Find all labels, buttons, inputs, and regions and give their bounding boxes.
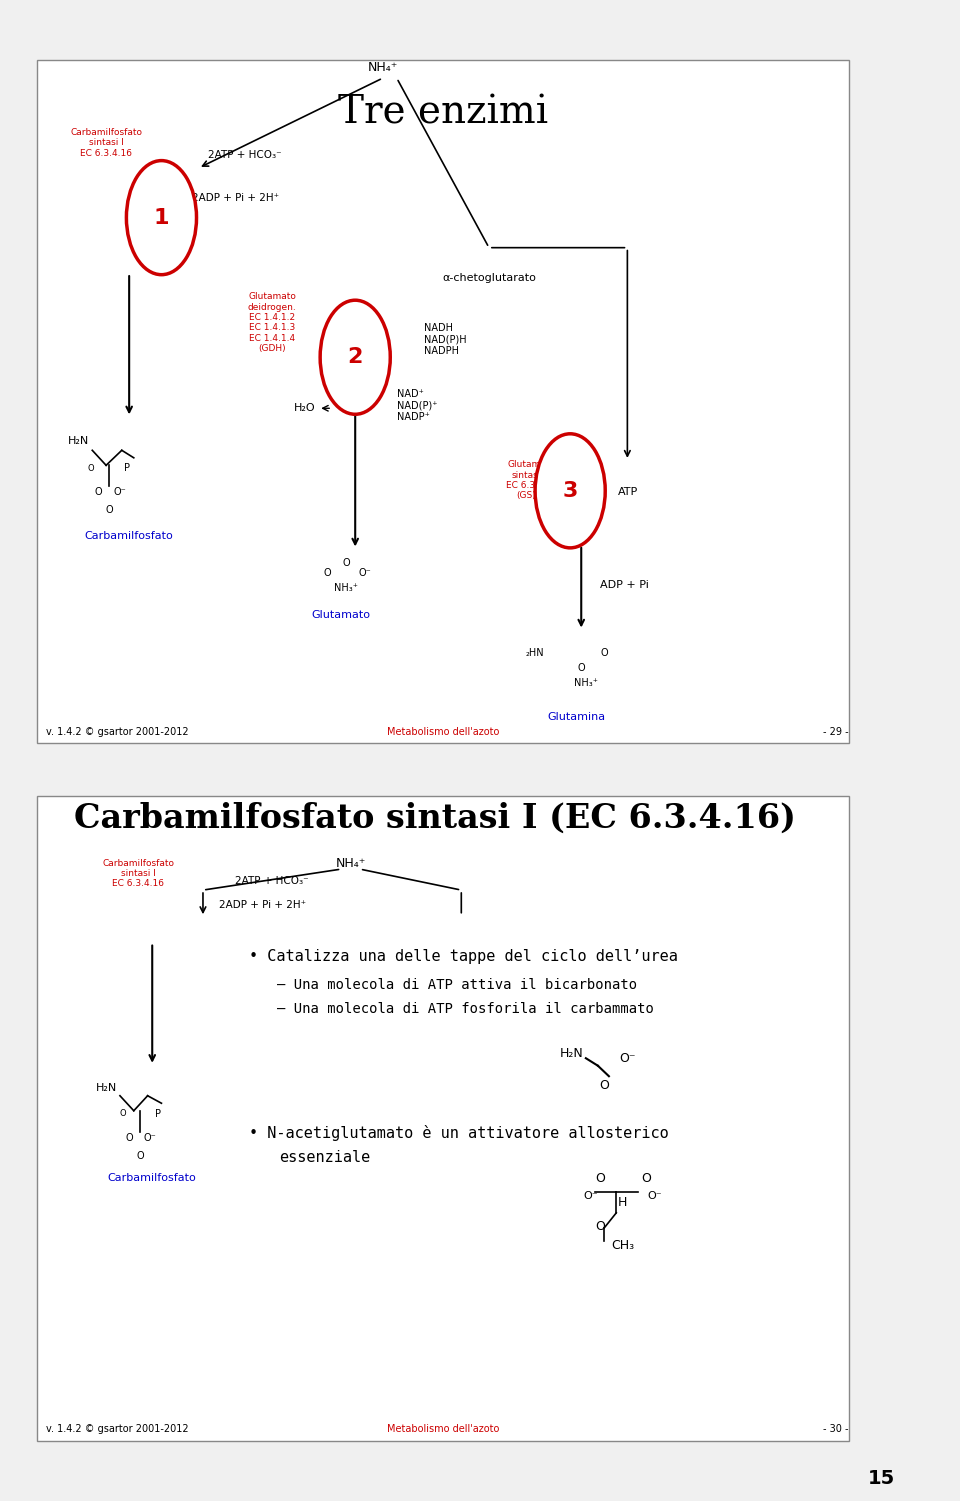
Text: O: O bbox=[342, 558, 349, 567]
Text: H: H bbox=[618, 1196, 628, 1208]
Text: O⁻: O⁻ bbox=[583, 1192, 598, 1201]
Text: O: O bbox=[595, 1220, 605, 1232]
Text: Tre enzimi: Tre enzimi bbox=[338, 95, 548, 131]
Text: 2ATP + HCO₃⁻: 2ATP + HCO₃⁻ bbox=[235, 877, 309, 886]
Text: O: O bbox=[95, 488, 103, 497]
Text: essenziale: essenziale bbox=[278, 1150, 370, 1165]
Text: Metabolismo dell'azoto: Metabolismo dell'azoto bbox=[387, 1424, 499, 1433]
Text: O: O bbox=[136, 1151, 144, 1160]
Text: 2ADP + Pi + 2H⁺: 2ADP + Pi + 2H⁺ bbox=[192, 194, 278, 203]
Text: O⁻: O⁻ bbox=[358, 569, 371, 578]
Text: P: P bbox=[124, 464, 131, 473]
Text: Metabolismo dell'azoto: Metabolismo dell'azoto bbox=[387, 728, 499, 737]
Text: O: O bbox=[119, 1109, 126, 1118]
Text: - 30 -: - 30 - bbox=[824, 1424, 849, 1433]
Circle shape bbox=[535, 434, 605, 548]
Text: Carbamilfosfato: Carbamilfosfato bbox=[84, 531, 174, 540]
Text: v. 1.4.2 © gsartor 2001-2012: v. 1.4.2 © gsartor 2001-2012 bbox=[46, 728, 189, 737]
Text: Glutamato
deidrogen.
EC 1.4.1.2
EC 1.4.1.3
EC 1.4.1.4
(GDH): Glutamato deidrogen. EC 1.4.1.2 EC 1.4.1… bbox=[248, 293, 297, 353]
Text: NH₃⁺: NH₃⁺ bbox=[334, 584, 358, 593]
Text: NAD⁺
NAD(P)⁺
NADP⁺: NAD⁺ NAD(P)⁺ NADP⁺ bbox=[396, 389, 437, 422]
Text: Glutami
sintasi
EC 6.3.1.
(GS): Glutami sintasi EC 6.3.1. (GS) bbox=[506, 461, 546, 500]
FancyBboxPatch shape bbox=[36, 60, 849, 743]
Text: 1: 1 bbox=[154, 207, 169, 228]
Text: Carbamilfosfato sintasi I (EC 6.3.4.16): Carbamilfosfato sintasi I (EC 6.3.4.16) bbox=[74, 802, 796, 835]
Circle shape bbox=[320, 300, 391, 414]
Text: 2: 2 bbox=[348, 347, 363, 368]
Text: O: O bbox=[595, 1172, 605, 1184]
Text: H₂N: H₂N bbox=[68, 437, 89, 446]
Text: ATP: ATP bbox=[618, 488, 638, 497]
Text: P: P bbox=[155, 1109, 160, 1118]
Text: Carbamilfosfato
sintasi I
EC 6.3.4.16: Carbamilfosfato sintasi I EC 6.3.4.16 bbox=[70, 128, 142, 158]
Text: • Catalizza una delle tappe del ciclo dell’urea: • Catalizza una delle tappe del ciclo de… bbox=[249, 949, 678, 964]
Text: CH₃: CH₃ bbox=[612, 1240, 635, 1252]
Circle shape bbox=[127, 161, 197, 275]
Text: NADH
NAD(P)H
NADPH: NADH NAD(P)H NADPH bbox=[424, 323, 467, 356]
Text: O⁻: O⁻ bbox=[648, 1192, 662, 1201]
Text: O: O bbox=[87, 464, 94, 473]
Text: O: O bbox=[599, 1079, 610, 1091]
Text: – Una molecola di ATP fosforila il carbammato: – Una molecola di ATP fosforila il carba… bbox=[276, 1001, 654, 1016]
Text: H₂O: H₂O bbox=[294, 404, 315, 413]
Text: H₂N: H₂N bbox=[95, 1084, 117, 1093]
Text: O: O bbox=[324, 569, 331, 578]
Text: NH₃⁺: NH₃⁺ bbox=[574, 678, 598, 687]
Text: Carbamilfosfato
sintasi I
EC 6.3.4.16: Carbamilfosfato sintasi I EC 6.3.4.16 bbox=[103, 859, 175, 889]
Text: O⁻: O⁻ bbox=[143, 1133, 156, 1142]
Text: 15: 15 bbox=[868, 1469, 895, 1487]
Text: 3: 3 bbox=[563, 480, 578, 501]
Text: O⁻: O⁻ bbox=[113, 488, 127, 497]
Text: 2ADP + Pi + 2H⁺: 2ADP + Pi + 2H⁺ bbox=[220, 901, 306, 910]
Text: 2ATP + HCO₃⁻: 2ATP + HCO₃⁻ bbox=[207, 150, 281, 159]
Text: NH₄⁺: NH₄⁺ bbox=[335, 857, 366, 869]
Text: H₂N: H₂N bbox=[560, 1048, 584, 1060]
Text: Glutamato: Glutamato bbox=[312, 611, 371, 620]
Text: O: O bbox=[577, 663, 585, 672]
Text: O: O bbox=[126, 1133, 133, 1142]
Text: O⁻: O⁻ bbox=[619, 1052, 636, 1064]
Text: O: O bbox=[105, 506, 112, 515]
Text: ADP + Pi: ADP + Pi bbox=[600, 581, 649, 590]
Text: NH₄⁺: NH₄⁺ bbox=[368, 62, 398, 74]
Text: Glutamina: Glutamina bbox=[547, 713, 606, 722]
Text: α-chetoglutarato: α-chetoglutarato bbox=[442, 273, 536, 282]
Text: – Una molecola di ATP attiva il bicarbonato: – Una molecola di ATP attiva il bicarbon… bbox=[276, 977, 636, 992]
Text: ₂HN: ₂HN bbox=[526, 648, 544, 657]
Text: O: O bbox=[641, 1172, 651, 1184]
Text: • N-acetiglutamato è un attivatore allosterico: • N-acetiglutamato è un attivatore allos… bbox=[249, 1126, 669, 1141]
FancyBboxPatch shape bbox=[36, 796, 849, 1441]
Text: O: O bbox=[601, 648, 608, 657]
Text: - 29 -: - 29 - bbox=[823, 728, 849, 737]
Text: Carbamilfosfato: Carbamilfosfato bbox=[108, 1174, 197, 1183]
Text: v. 1.4.2 © gsartor 2001-2012: v. 1.4.2 © gsartor 2001-2012 bbox=[46, 1424, 189, 1433]
